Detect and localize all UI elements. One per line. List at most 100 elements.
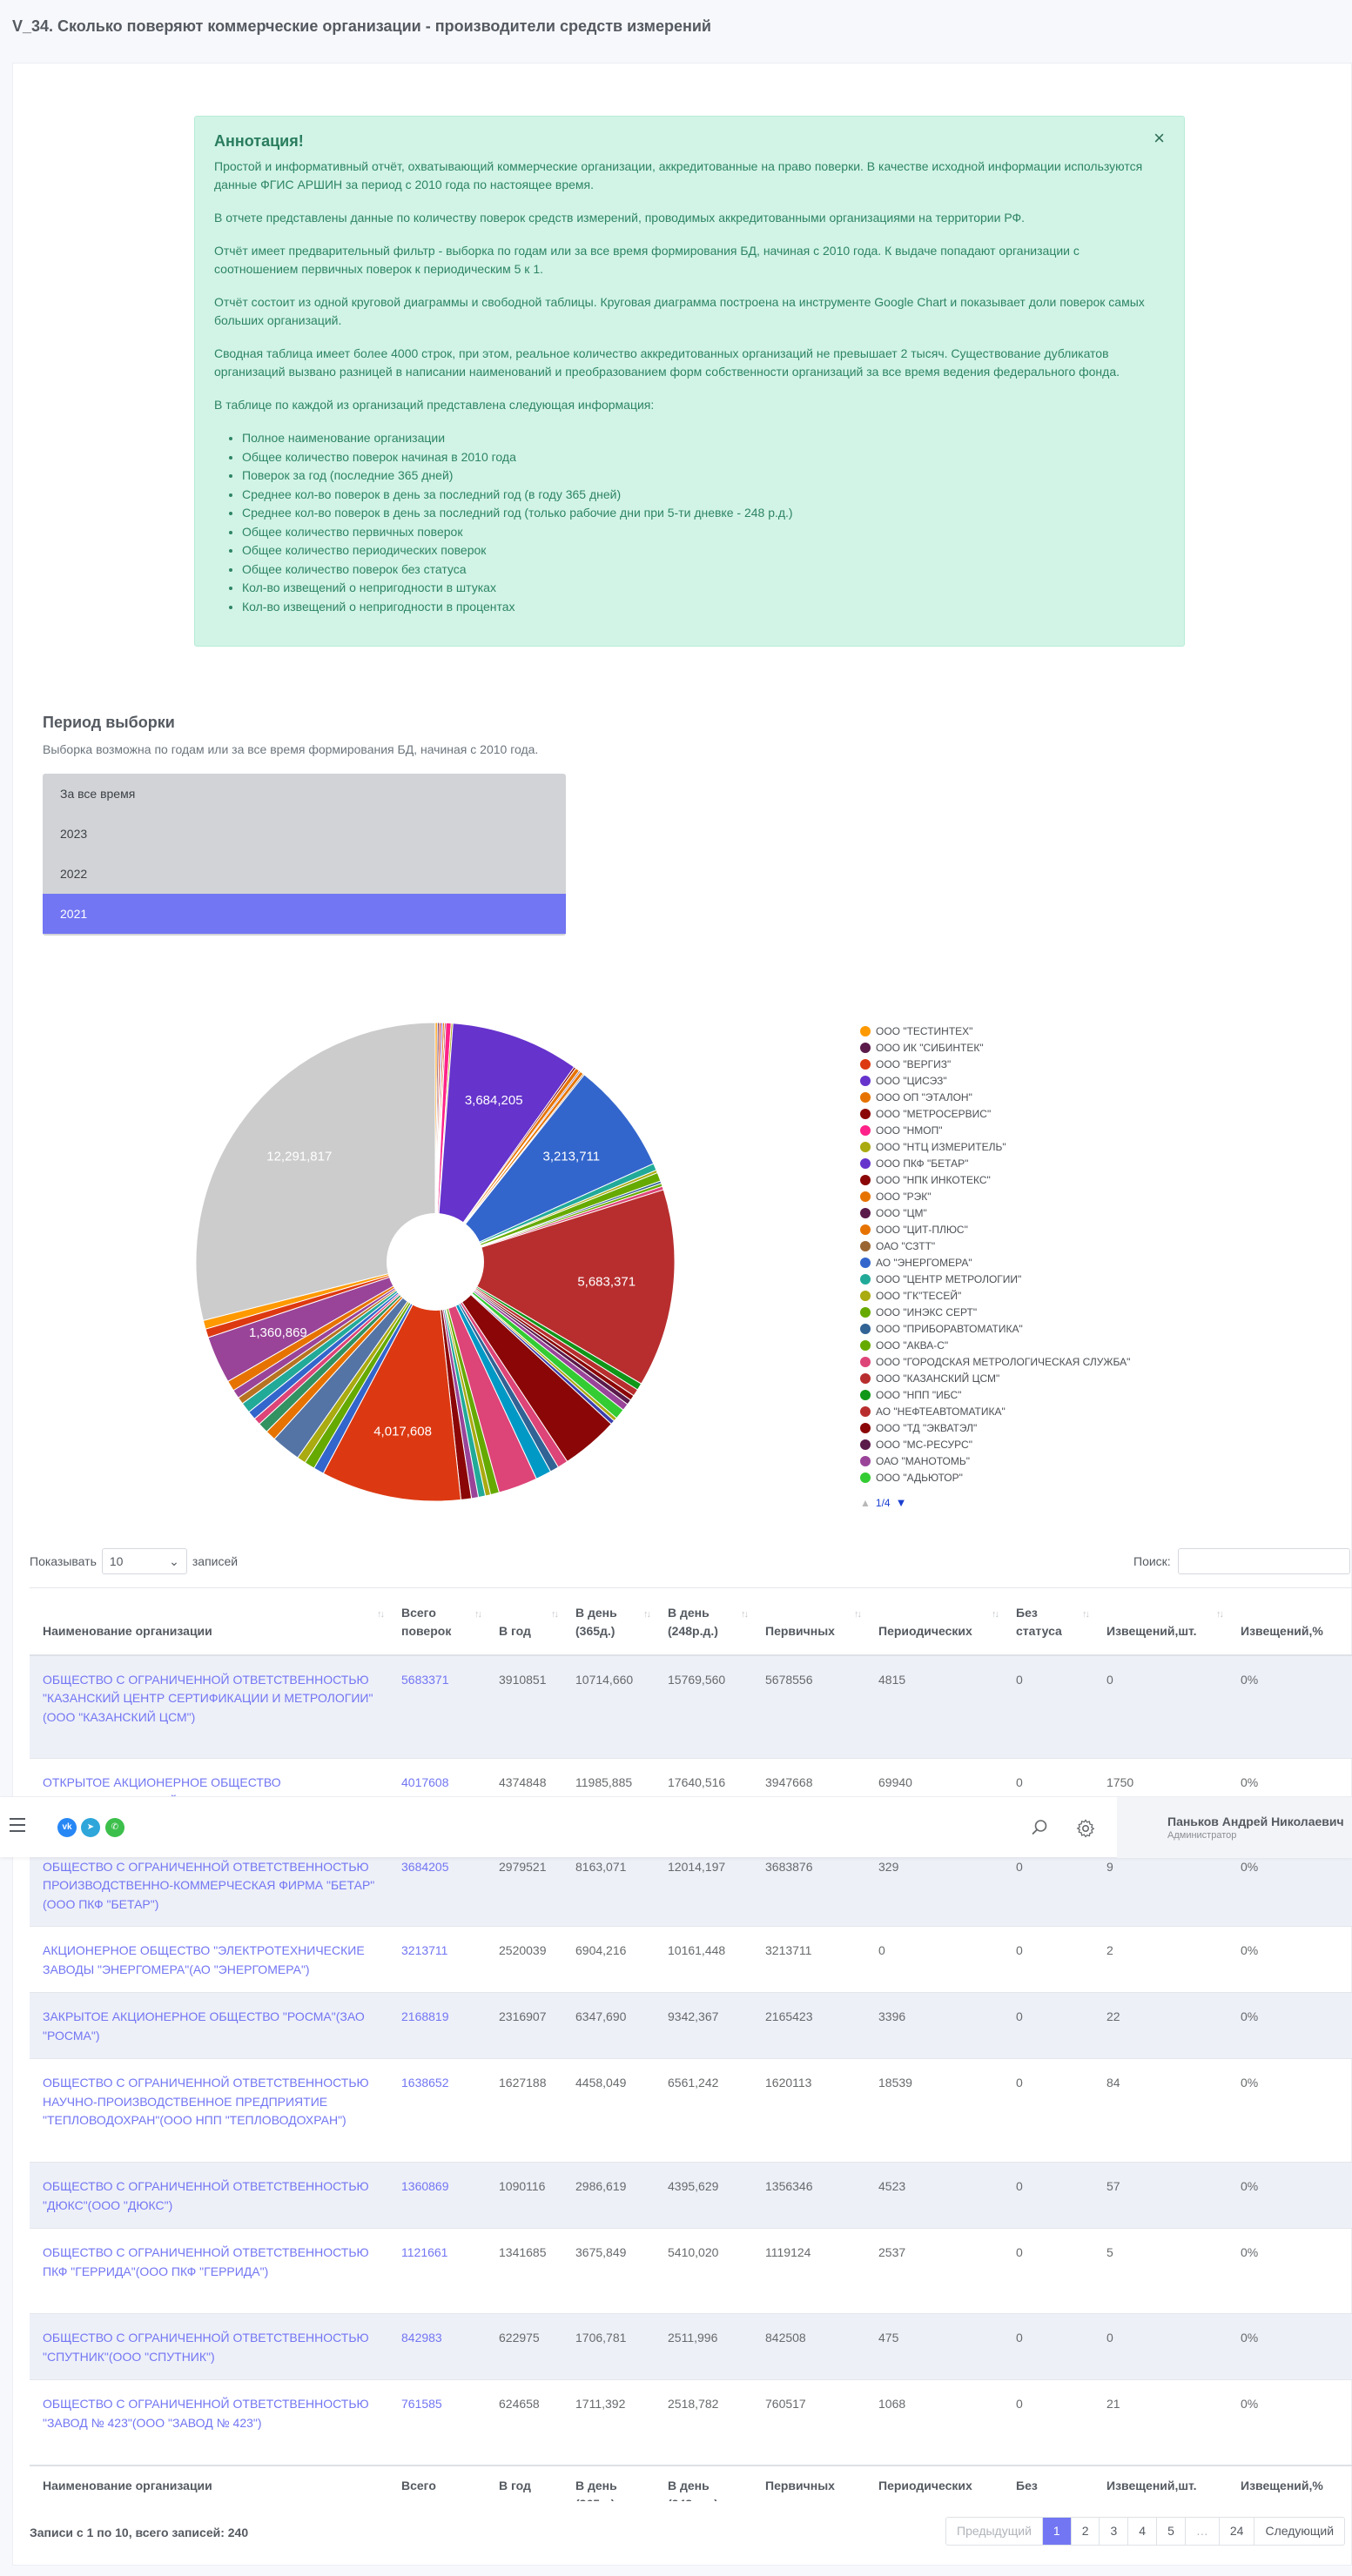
legend-item[interactable]: ООО "НМОП"	[860, 1122, 1261, 1138]
sort-icon[interactable]: ↑↓	[377, 1609, 385, 1620]
sort-icon[interactable]: ↑↓	[643, 1609, 651, 1620]
organization-link[interactable]: ОБЩЕСТВО С ОГРАНИЧЕННОЙ ОТВЕТСТВЕННОСТЬЮ…	[43, 2397, 369, 2430]
pagination-page[interactable]: 24	[1218, 2518, 1254, 2545]
organization-link[interactable]: ОБЩЕСТВО С ОГРАНИЧЕННОЙ ОТВЕТСТВЕННОСТЬЮ…	[43, 1672, 373, 1724]
column-header-cell[interactable]: Наименование организации ↑↓	[30, 1587, 388, 1656]
pagination-page[interactable]: 4	[1127, 2518, 1156, 2545]
legend-label: ООО ИК "СИБИНТЕК"	[876, 1041, 984, 1054]
legend-item[interactable]: ООО "ИНЭКС СЕРТ"	[860, 1304, 1261, 1320]
pagination-previous[interactable]: Предыдущий	[957, 2524, 1032, 2538]
total-verifications-link[interactable]: 842983	[401, 2331, 442, 2345]
legend-item[interactable]: ООО "ЦМ"	[860, 1204, 1261, 1221]
column-header-cell[interactable]: Периодических ↑↓	[865, 1587, 1003, 1656]
pagination-next[interactable]: Следующий	[1254, 2518, 1344, 2545]
total-verifications-link[interactable]: 1121661	[401, 2245, 448, 2259]
sort-icon[interactable]: ↑↓	[992, 1609, 999, 1620]
legend-item[interactable]: ООО "МЕТРОСЕРВИС"	[860, 1105, 1261, 1122]
total-verifications-link[interactable]: 1638652	[401, 2076, 449, 2090]
legend-item[interactable]: АО "ЭНЕРГОМЕРА"	[860, 1254, 1261, 1271]
legend-item[interactable]: ООО ОП "ЭТАЛОН"	[860, 1089, 1261, 1105]
period-option[interactable]: 2023	[60, 827, 88, 841]
total-verifications-link[interactable]: 3684205	[401, 1859, 449, 1874]
total-verifications-link[interactable]: 4017608	[401, 1775, 449, 1789]
legend-next-icon[interactable]: ▼	[895, 1496, 907, 1509]
legend-item[interactable]: ООО "КАЗАНСКИЙ ЦСМ"	[860, 1370, 1261, 1386]
pagination-page[interactable]: 3	[1099, 2518, 1127, 2545]
legend-item[interactable]: ООО "ЦИСЭЗ"	[860, 1072, 1261, 1089]
sort-icon[interactable]: ↑↓	[1082, 1609, 1090, 1620]
legend-item[interactable]: ООО "ТЕСТИНТЕХ"	[860, 1023, 1261, 1039]
legend-item[interactable]: ООО "НПК ИНКОТЕКС"	[860, 1171, 1261, 1188]
period-option[interactable]: 2022	[60, 867, 88, 881]
table-search-input[interactable]	[1177, 1548, 1350, 1574]
pie-slice[interactable]	[195, 1022, 436, 1321]
legend-color-dot	[860, 1058, 871, 1070]
legend-item[interactable]: ООО "ТД "ЭКВАТЭЛ"	[860, 1419, 1261, 1436]
organization-link[interactable]: ОБЩЕСТВО С ОГРАНИЧЕННОЙ ОТВЕТСТВЕННОСТЬЮ…	[43, 2179, 369, 2212]
sort-icon[interactable]: ↑↓	[551, 1609, 559, 1620]
total-verifications-link[interactable]: 2168819	[401, 2009, 449, 2023]
column-header-cell[interactable]: В год ↑↓	[486, 1587, 562, 1656]
pie-slice[interactable]	[434, 1074, 655, 1263]
column-header-cell[interactable]: Извещений,шт. ↑↓	[1093, 1587, 1228, 1656]
legend-item[interactable]: ООО "НПП "ИБС"	[860, 1386, 1261, 1403]
column-header-cell[interactable]: Без статуса ↑↓	[1003, 1587, 1093, 1656]
legend-item[interactable]: ООО "МС-РЕСУРС"	[860, 1436, 1261, 1452]
search-icon[interactable]	[1030, 1818, 1049, 1837]
legend-item[interactable]: ООО "РЭК"	[860, 1188, 1261, 1204]
period-option[interactable]: За все время	[60, 787, 136, 801]
page-length-select[interactable]: 10 ⌄	[101, 1548, 187, 1574]
column-header-cell[interactable]: Первичных ↑↓	[752, 1587, 865, 1656]
sort-icon[interactable]: ↑↓	[854, 1609, 862, 1620]
pie-slice[interactable]	[434, 1023, 575, 1264]
table-info: Записи с 1 по 10, всего записей: 240	[30, 2526, 249, 2539]
user-profile[interactable]: Паньков Андрей Николаевич Администратор	[1117, 1797, 1352, 1858]
legend-item[interactable]: ООО "ВЕРГИЗ"	[860, 1056, 1261, 1072]
column-header-cell[interactable]: В день (248р.д.) ↑↓	[655, 1587, 752, 1656]
legend-prev-icon[interactable]: ▲	[860, 1496, 871, 1509]
legend-item[interactable]: ОАО "СЗТТ"	[860, 1238, 1261, 1254]
legend-item[interactable]: ООО "ЦЕНТР МЕТРОЛОГИИ"	[860, 1271, 1261, 1287]
pagination-page[interactable]: 2	[1070, 2518, 1100, 2545]
pie-slice[interactable]	[434, 1189, 676, 1385]
organization-link[interactable]: ЗАКРЫТОЕ АКЦИОНЕРНОЕ ОБЩЕСТВО "РОСМА"(ЗА…	[43, 2009, 365, 2043]
gear-icon[interactable]	[1075, 1818, 1096, 1839]
telegram-icon[interactable]: ➤	[81, 1818, 100, 1837]
legend-item[interactable]: ООО "НТЦ ИЗМЕРИТЕЛЬ"	[860, 1138, 1261, 1155]
organization-link[interactable]: ОБЩЕСТВО С ОГРАНИЧЕННОЙ ОТВЕТСТВЕННОСТЬЮ…	[43, 2245, 369, 2278]
legend-item[interactable]: ООО "ЦИТ-ПЛЮС"	[860, 1221, 1261, 1238]
pie-slice[interactable]	[322, 1260, 462, 1502]
legend-item[interactable]: ООО ПКФ "БЕТАР"	[860, 1155, 1261, 1171]
organization-link[interactable]: ОБЩЕСТВО С ОГРАНИЧЕННОЙ ОТВЕТСТВЕННОСТЬЮ…	[43, 2076, 369, 2127]
column-header-cell[interactable]: В день (365д.) ↑↓	[562, 1587, 655, 1656]
legend-color-dot	[860, 1472, 871, 1483]
total-verifications-link[interactable]: 5683371	[401, 1672, 449, 1687]
legend-item[interactable]: ОАО "МАНОТОМЬ"	[860, 1452, 1261, 1469]
organization-link[interactable]: АКЦИОНЕРНОЕ ОБЩЕСТВО "ЭЛЕКТРОТЕХНИЧЕСКИЕ…	[43, 1943, 365, 1976]
sort-icon[interactable]: ↑↓	[1216, 1609, 1224, 1620]
legend-item[interactable]: ООО "АДЬЮТОР"	[860, 1469, 1261, 1486]
legend-item[interactable]: ООО "ГОРОДСКАЯ МЕТРОЛОГИЧЕСКАЯ СЛУЖБА"	[860, 1353, 1261, 1370]
column-header-cell[interactable]: Всего поверок ↑↓	[388, 1587, 486, 1656]
sort-icon[interactable]: ↑↓	[741, 1609, 749, 1620]
legend-item[interactable]: ООО ИК "СИБИНТЕК"	[860, 1039, 1261, 1056]
close-icon[interactable]: ×	[1154, 127, 1165, 149]
sort-icon[interactable]: ↑↓	[474, 1609, 482, 1620]
legend-item[interactable]: ООО "АКВА-С"	[860, 1337, 1261, 1353]
total-verifications-link[interactable]: 1360869	[401, 2179, 449, 2193]
total-verifications-link[interactable]: 3213711	[401, 1943, 448, 1957]
legend-item[interactable]: ООО "ПРИБОРАВТОМАТИКА"	[860, 1320, 1261, 1337]
legend-item[interactable]: ООО "ГК"ТЕСЕЙ"	[860, 1287, 1261, 1304]
vk-icon[interactable]: vk	[57, 1818, 77, 1837]
organization-link[interactable]: ОБЩЕСТВО С ОГРАНИЧЕННОЙ ОТВЕТСТВЕННОСТЬЮ…	[43, 1859, 375, 1911]
total-verifications-link[interactable]: 761585	[401, 2397, 442, 2411]
menu-icon[interactable]	[10, 1818, 25, 1832]
organization-link[interactable]: ОБЩЕСТВО С ОГРАНИЧЕННОЙ ОТВЕТСТВЕННОСТЬЮ…	[43, 2331, 369, 2364]
pagination-page[interactable]: 1	[1041, 2518, 1071, 2545]
column-header-cell[interactable]: Извещений,%↑↓	[1228, 1587, 1352, 1656]
whatsapp-icon[interactable]: ✆	[105, 1818, 124, 1837]
period-option-selected[interactable]: 2021	[43, 894, 566, 934]
cell-value: 2537	[878, 2245, 906, 2259]
pagination-page[interactable]: 5	[1156, 2518, 1185, 2545]
legend-item[interactable]: АО "НЕФТЕАВТОМАТИКА"	[860, 1403, 1261, 1419]
